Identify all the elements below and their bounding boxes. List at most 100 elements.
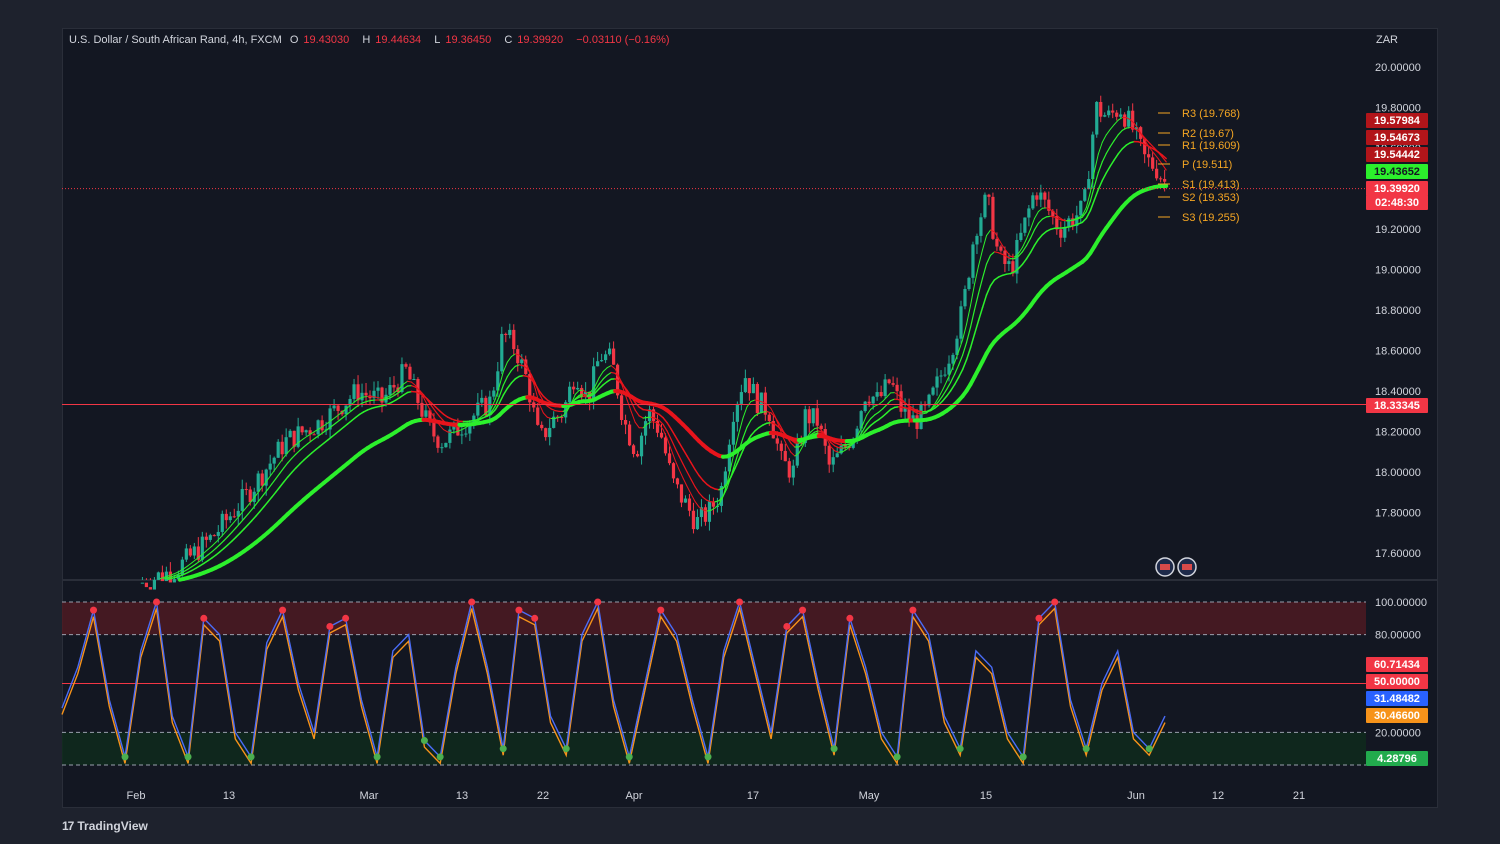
oversold-dot	[436, 753, 444, 761]
candle-body	[320, 420, 324, 431]
ema-slow-line	[231, 536, 237, 542]
ema-fast-line	[1021, 238, 1027, 248]
ema-fast-line	[223, 528, 229, 535]
candle-body	[1059, 229, 1063, 238]
price-badge-label: 02:48:30	[1375, 197, 1419, 209]
candle-body	[655, 421, 660, 433]
ema-fast-line	[754, 399, 760, 402]
high-value: 19.44634	[375, 34, 422, 46]
candle-body	[212, 535, 216, 537]
ema-fast-line	[514, 353, 520, 356]
ema-mid-line	[894, 398, 900, 401]
ema-fast-line	[1081, 206, 1087, 216]
ema-fast-line	[818, 427, 824, 433]
ema-fast-line	[287, 447, 293, 454]
ema-slow-line	[438, 409, 445, 415]
candle-body	[256, 473, 260, 492]
ema-slow-line	[606, 378, 612, 383]
candle-body	[671, 463, 676, 479]
ema-fast-line	[167, 574, 173, 577]
candle-body	[743, 378, 747, 393]
ema-fast-line	[311, 430, 317, 434]
ema-fast-line	[814, 427, 820, 429]
ema-mid-line	[1149, 143, 1155, 149]
oscillator-axis-tick: 80.00000	[1375, 630, 1421, 642]
candle-body	[911, 415, 915, 420]
candle-body	[791, 465, 795, 478]
ema-fast-line	[714, 503, 720, 509]
ema-mid-line	[299, 446, 305, 452]
ema-slow-line	[203, 560, 209, 565]
ema-fast-line	[698, 506, 704, 511]
ema-slow-line	[993, 276, 1000, 281]
price-axis-tick: 18.20000	[1375, 427, 1421, 439]
candle-body	[484, 397, 488, 416]
ema-slow-line	[726, 476, 732, 485]
candle-body	[1063, 226, 1067, 238]
ema-fast-line	[790, 451, 796, 457]
ema-slow-line	[702, 479, 708, 486]
ema-fast-line	[586, 390, 592, 394]
ema-mid-line	[1021, 245, 1028, 253]
ema-slow-line	[490, 408, 497, 415]
ema-fast-line	[1129, 119, 1135, 124]
ema-mid-line	[1045, 215, 1052, 218]
ema-slow-line	[973, 319, 980, 335]
ema-mid-line	[658, 419, 664, 426]
candle-body	[372, 390, 376, 399]
ema-fast-line	[1093, 153, 1099, 173]
ema-mid-line	[486, 411, 492, 416]
ema-mid-line	[997, 252, 1004, 255]
ema-slow-line	[1041, 230, 1048, 236]
ema-slow-line	[734, 458, 740, 470]
ema-slow-line	[1045, 228, 1052, 233]
ema-mid-line	[239, 518, 245, 525]
candle-body	[1143, 138, 1147, 155]
ema-slow-line	[1113, 153, 1120, 161]
ema-slow-line	[207, 557, 213, 562]
ema-fast-line	[387, 394, 393, 398]
ema-slow-line	[662, 416, 668, 424]
ema-slow-line	[498, 394, 505, 404]
ema-mid-line	[335, 419, 341, 424]
candle-body	[416, 379, 420, 403]
ema-fast-line	[255, 489, 261, 497]
ema-fast-line	[658, 423, 664, 431]
price-badge	[1366, 113, 1428, 128]
candle-body	[312, 434, 316, 436]
ema-mid-line	[1137, 130, 1143, 136]
candle-body	[1103, 115, 1107, 117]
ema-slow-line	[546, 399, 553, 404]
tradingview-brand[interactable]: 17 TradingView	[62, 819, 148, 833]
candle-body	[220, 513, 224, 532]
ema-fast-line	[1045, 207, 1051, 211]
pivot-label: P (19.511)	[1182, 159, 1232, 171]
candle-body	[408, 366, 412, 380]
ema-slow-line	[1097, 179, 1104, 191]
ema-fast-line	[227, 524, 233, 530]
ema-fast-line	[1125, 117, 1131, 121]
ema-fast-line	[558, 415, 564, 418]
ema-slow-line	[1093, 188, 1100, 201]
ema-slow-line	[294, 463, 301, 469]
ema-slow-line	[434, 406, 441, 412]
candle-body	[747, 378, 751, 394]
ema-mid-line	[263, 488, 269, 496]
ema-slow-line	[598, 384, 604, 390]
ema-fast-line	[403, 380, 409, 385]
candle-body	[216, 531, 220, 536]
ema-slow-line	[215, 551, 221, 556]
overbought-dot	[515, 606, 523, 614]
ema-slow-line	[199, 562, 205, 567]
time-axis-tick: 22	[537, 790, 549, 802]
candle-body	[635, 454, 640, 457]
ema-mid-line	[1025, 237, 1032, 247]
ema-fast-line	[770, 407, 776, 417]
ema-fast-line	[171, 572, 177, 576]
candle-body	[272, 457, 276, 464]
ema-fast-line	[462, 426, 468, 430]
ema-slow-line	[945, 390, 952, 398]
ema-mid-line	[434, 410, 441, 417]
ema-mid-line	[227, 531, 233, 538]
